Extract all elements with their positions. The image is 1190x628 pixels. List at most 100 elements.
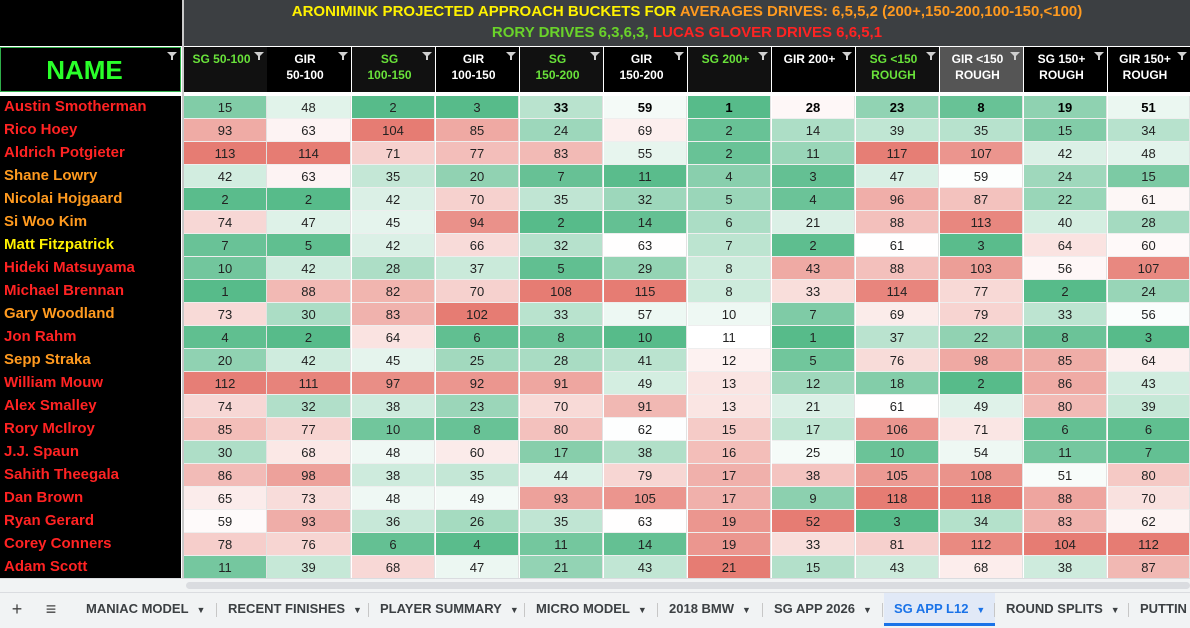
- stat-cell[interactable]: 41: [604, 349, 687, 372]
- filter-icon[interactable]: [1177, 52, 1187, 60]
- stat-cell[interactable]: 43: [772, 257, 855, 280]
- stat-cell[interactable]: 77: [940, 280, 1023, 303]
- stat-cell[interactable]: 38: [604, 441, 687, 464]
- stat-cell[interactable]: 2: [352, 96, 435, 119]
- player-name-cell[interactable]: Rico Hoey: [0, 119, 181, 142]
- stat-cell[interactable]: 107: [940, 142, 1023, 165]
- stat-cell[interactable]: 35: [940, 119, 1023, 142]
- filter-icon[interactable]: [842, 52, 852, 60]
- stat-cell[interactable]: 87: [1108, 556, 1190, 579]
- column-header-3[interactable]: SG 100-150: [352, 47, 435, 92]
- stat-cell[interactable]: 76: [856, 349, 939, 372]
- stat-cell[interactable]: 38: [1024, 556, 1107, 579]
- stat-cell[interactable]: 39: [856, 119, 939, 142]
- stat-cell[interactable]: 68: [352, 556, 435, 579]
- stat-cell[interactable]: 15: [1024, 119, 1107, 142]
- column-header-8[interactable]: GIR 200+: [772, 47, 855, 92]
- stat-cell[interactable]: 76: [267, 533, 351, 556]
- stat-cell[interactable]: 48: [352, 487, 435, 510]
- stat-cell[interactable]: 21: [772, 395, 855, 418]
- stat-cell[interactable]: 9: [772, 487, 855, 510]
- stat-cell[interactable]: 38: [772, 464, 855, 487]
- stat-cell[interactable]: 39: [267, 556, 351, 579]
- stat-cell[interactable]: 39: [1108, 395, 1190, 418]
- stat-cell[interactable]: 49: [940, 395, 1023, 418]
- stat-cell[interactable]: 78: [184, 533, 267, 556]
- stat-cell[interactable]: 43: [856, 556, 939, 579]
- stat-cell[interactable]: 51: [1024, 464, 1107, 487]
- chevron-down-icon[interactable]: ▼: [509, 604, 519, 615]
- stat-cell[interactable]: 59: [940, 165, 1023, 188]
- stat-cell[interactable]: 48: [1108, 142, 1190, 165]
- stat-cell[interactable]: 43: [604, 556, 687, 579]
- stat-cell[interactable]: 68: [940, 556, 1023, 579]
- filter-icon[interactable]: [926, 52, 936, 60]
- sheet-tab[interactable]: PLAYER SUMMARY ▼: [370, 593, 529, 626]
- player-name-cell[interactable]: Alex Smalley: [0, 395, 181, 418]
- player-name-cell[interactable]: Hideki Matsuyama: [0, 257, 181, 280]
- stat-cell[interactable]: 74: [184, 395, 267, 418]
- stat-cell[interactable]: 26: [436, 510, 519, 533]
- sheet-tab[interactable]: SG APP L12 ▼: [884, 593, 996, 626]
- stat-cell[interactable]: 8: [940, 96, 1023, 119]
- stat-cell[interactable]: 61: [856, 234, 939, 257]
- player-name-cell[interactable]: Ryan Gerard: [0, 510, 181, 533]
- stat-cell[interactable]: 2: [688, 119, 771, 142]
- stat-cell[interactable]: 91: [604, 395, 687, 418]
- stat-cell[interactable]: 3: [940, 234, 1023, 257]
- stat-cell[interactable]: 24: [1024, 165, 1107, 188]
- stat-cell[interactable]: 7: [520, 165, 603, 188]
- stat-cell[interactable]: 105: [604, 487, 687, 510]
- stat-cell[interactable]: 108: [520, 280, 603, 303]
- stat-cell[interactable]: 70: [1108, 487, 1190, 510]
- column-header-7[interactable]: SG 200+: [688, 47, 771, 92]
- stat-cell[interactable]: 20: [436, 165, 519, 188]
- stat-cell[interactable]: 98: [267, 464, 351, 487]
- stat-cell[interactable]: 4: [184, 326, 267, 349]
- stat-cell[interactable]: 14: [604, 533, 687, 556]
- stat-cell[interactable]: 71: [352, 142, 435, 165]
- stat-cell[interactable]: 48: [352, 441, 435, 464]
- player-name-cell[interactable]: Michael Brennan: [0, 280, 181, 303]
- stat-cell[interactable]: 2: [940, 372, 1023, 395]
- stat-cell[interactable]: 19: [688, 533, 771, 556]
- stat-cell[interactable]: 106: [856, 418, 939, 441]
- stat-cell[interactable]: 54: [940, 441, 1023, 464]
- stat-cell[interactable]: 105: [856, 464, 939, 487]
- stat-cell[interactable]: 83: [520, 142, 603, 165]
- stat-cell[interactable]: 7: [772, 303, 855, 326]
- chevron-down-icon[interactable]: ▼: [1110, 604, 1120, 615]
- stat-cell[interactable]: 38: [352, 464, 435, 487]
- stat-cell[interactable]: 28: [1108, 211, 1190, 234]
- stat-cell[interactable]: 7: [184, 234, 267, 257]
- stat-cell[interactable]: 4: [688, 165, 771, 188]
- horizontal-scrollbar[interactable]: [0, 578, 1190, 592]
- filter-icon[interactable]: [254, 52, 264, 60]
- stat-cell[interactable]: 103: [940, 257, 1023, 280]
- stat-cell[interactable]: 21: [688, 556, 771, 579]
- stat-cell[interactable]: 6: [688, 211, 771, 234]
- stat-cell[interactable]: 32: [267, 395, 351, 418]
- chevron-down-icon[interactable]: ▼: [742, 604, 751, 615]
- stat-cell[interactable]: 63: [604, 234, 687, 257]
- stat-cell[interactable]: 47: [856, 165, 939, 188]
- stat-cell[interactable]: 113: [184, 142, 267, 165]
- stat-cell[interactable]: 11: [604, 165, 687, 188]
- sheet-tab[interactable]: MANIAC MODEL ▼: [76, 593, 215, 626]
- stat-cell[interactable]: 21: [772, 211, 855, 234]
- stat-cell[interactable]: 1: [688, 96, 771, 119]
- stat-cell[interactable]: 42: [352, 188, 435, 211]
- name-column-header[interactable]: NAME: [0, 47, 181, 92]
- stat-cell[interactable]: 80: [520, 418, 603, 441]
- player-name-cell[interactable]: William Mouw: [0, 372, 181, 395]
- stat-cell[interactable]: 73: [267, 487, 351, 510]
- player-name-cell[interactable]: Nicolai Hojgaard: [0, 188, 181, 211]
- stat-cell[interactable]: 3: [1108, 326, 1190, 349]
- stat-cell[interactable]: 63: [267, 165, 351, 188]
- column-header-4[interactable]: GIR 100-150: [436, 47, 519, 92]
- stat-cell[interactable]: 85: [184, 418, 267, 441]
- chevron-down-icon[interactable]: ▼: [637, 604, 647, 615]
- stat-cell[interactable]: 8: [436, 418, 519, 441]
- column-header-5[interactable]: SG 150-200: [520, 47, 603, 92]
- stat-cell[interactable]: 11: [184, 556, 267, 579]
